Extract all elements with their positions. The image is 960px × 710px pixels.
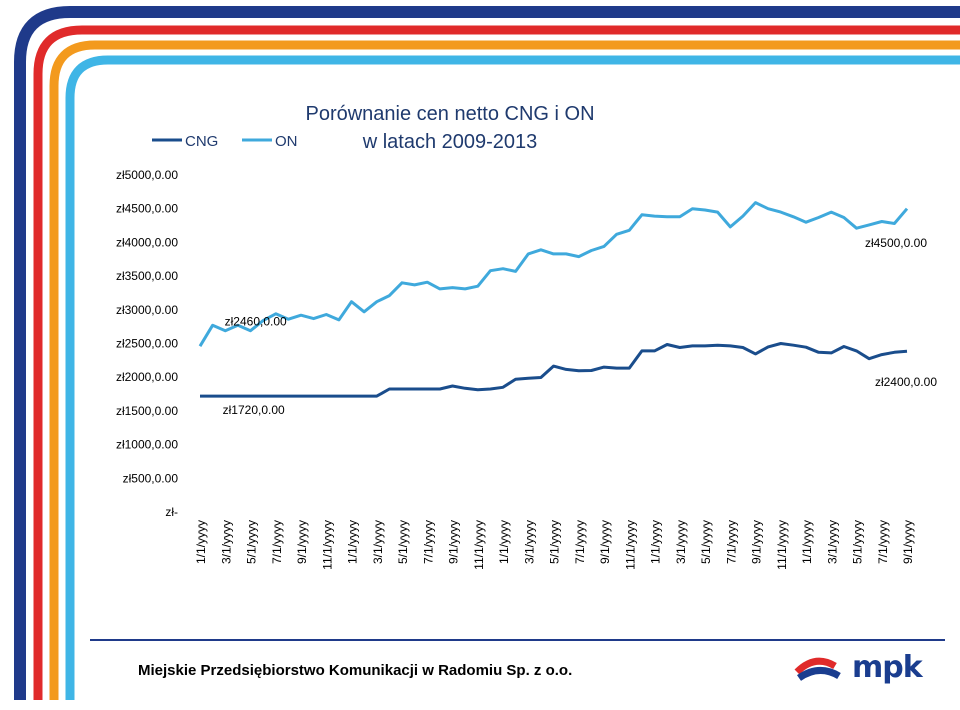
x-tick-label: 7/1/yyyy: [724, 520, 738, 564]
x-tick-label: 5/1/yyyy: [851, 520, 865, 564]
x-tick-label: 11/1/yyyy: [623, 520, 637, 570]
x-tick-label: 7/1/yyyy: [421, 520, 435, 564]
y-tick-label: zł5000,0.00: [116, 168, 178, 182]
data-label-on: zł2460,0.00: [225, 314, 287, 328]
x-tick-label: 3/1/yyyy: [219, 520, 233, 564]
y-tick-label: zł2000,0.00: [116, 370, 178, 384]
x-tick-label: 3/1/yyyy: [371, 520, 385, 564]
x-tick-label: 1/1/yyyy: [497, 520, 511, 564]
x-tick-label: 7/1/yyyy: [876, 520, 890, 564]
y-tick-label: zł4000,0.00: [116, 235, 178, 249]
x-tick-label: 9/1/yyyy: [295, 520, 309, 564]
legend-label-cng: CNG: [185, 133, 218, 150]
x-tick-label: 11/1/yyyy: [775, 520, 789, 570]
y-tick-label: zł3000,0.00: [116, 303, 178, 317]
series-line-cng: [200, 342, 908, 398]
x-tick-label: 1/1/yyyy: [800, 520, 814, 564]
stripe-lightblue: [65, 55, 960, 700]
y-tick-label: zł1500,0.00: [116, 404, 178, 418]
x-tick-label: 1/1/yyyy: [346, 520, 360, 564]
y-tick-label: zł2500,0.00: [116, 337, 178, 351]
x-tick-label: 5/1/yyyy: [245, 520, 259, 564]
data-label-on: zł4500,0.00: [865, 236, 927, 250]
y-tick-label: zł-: [165, 505, 178, 519]
data-label-cng: zł2400,0.00: [875, 375, 937, 389]
x-tick-label: 11/1/yyyy: [320, 520, 334, 570]
y-tick-label: zł1000,0.00: [116, 438, 178, 452]
x-tick-label: 1/1/yyyy: [649, 520, 663, 564]
x-tick-label: 9/1/yyyy: [901, 520, 915, 564]
chart-title-line-1: Porównanie cen netto CNG i ON: [305, 103, 595, 125]
chart-title-line-2: w latach 2009-2013: [362, 131, 538, 153]
x-tick-label: 3/1/yyyy: [825, 520, 839, 564]
y-tick-label: zł500,0.00: [123, 471, 179, 485]
x-tick-label: 9/1/yyyy: [447, 520, 461, 564]
stripe-orange: [49, 40, 960, 700]
x-tick-label: 9/1/yyyy: [750, 520, 764, 564]
x-tick-label: 7/1/yyyy: [573, 520, 587, 564]
x-tick-label: 11/1/yyyy: [472, 520, 486, 570]
stripe-red: [33, 25, 960, 700]
mpk-logo-icon: [794, 657, 841, 681]
data-label-cng: zł1720,0.00: [223, 403, 285, 417]
x-tick-label: 7/1/yyyy: [270, 520, 284, 564]
x-tick-label: 1/1/yyyy: [194, 520, 208, 564]
x-tick-label: 5/1/yyyy: [548, 520, 562, 564]
x-tick-label: 3/1/yyyy: [674, 520, 688, 564]
y-tick-label: zł3500,0.00: [116, 269, 178, 283]
x-tick-label: 3/1/yyyy: [522, 520, 536, 564]
x-tick-label: 5/1/yyyy: [396, 520, 410, 564]
x-tick-label: 9/1/yyyy: [598, 520, 612, 564]
x-tick-label: 5/1/yyyy: [699, 520, 713, 564]
footer-company-name: Miejskie Przedsiębiorstwo Komunikacji w …: [138, 662, 573, 679]
mpk-logo-text: mpk: [852, 650, 923, 685]
legend-label-on: ON: [275, 133, 298, 150]
y-tick-label: zł4500,0.00: [116, 202, 178, 216]
series-line-on: [198, 201, 909, 347]
stripe-navy: [14, 6, 960, 700]
